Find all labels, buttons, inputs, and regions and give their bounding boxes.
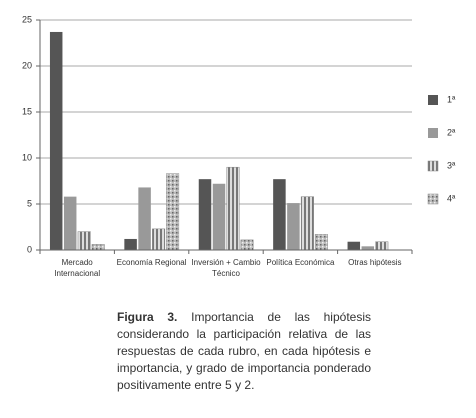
- legend-swatch: [427, 193, 439, 205]
- legend-swatch: [428, 95, 438, 105]
- bar: [77, 231, 91, 251]
- y-tick-label: 5: [27, 198, 32, 208]
- y-tick-label: 20: [22, 60, 32, 70]
- bar: [91, 244, 105, 251]
- bar: [314, 234, 328, 251]
- bar: [375, 241, 389, 251]
- bar: [124, 238, 137, 250]
- bar: [152, 228, 166, 251]
- legend-swatch: [427, 160, 439, 172]
- legend-label: 4ª: [447, 193, 456, 203]
- chart: 0 5 10 15 20 25 1ª 2ª 3ª 4ª: [22, 14, 456, 254]
- legend-label: 1ª: [447, 94, 456, 104]
- y-tick-label: 25: [22, 14, 32, 24]
- bar: [361, 246, 375, 250]
- bar: [226, 166, 240, 251]
- bar: [166, 173, 180, 251]
- bar: [212, 183, 226, 250]
- legend-swatch: [428, 128, 438, 138]
- caption-label: Figura 3.: [117, 310, 178, 324]
- bar: [49, 31, 63, 251]
- x-tick-label: Política Económica: [266, 258, 335, 267]
- bar: [138, 187, 151, 250]
- caption: Figura 3. Importancia de las hipótesis c…: [117, 309, 371, 394]
- y-tick-label: 15: [22, 106, 32, 116]
- legend-label: 3ª: [447, 160, 456, 170]
- bar: [63, 196, 77, 250]
- x-tick-label: Otras hipótesis: [348, 258, 402, 267]
- y-tick-label: 10: [22, 152, 32, 162]
- x-tick-label: Mercado Internacional: [54, 258, 101, 278]
- bar: [198, 179, 212, 250]
- bar: [300, 196, 314, 251]
- legend-label: 2ª: [447, 127, 456, 137]
- x-tick-label: Inversión + Cambio Técnico: [191, 258, 261, 278]
- x-tick-label: Economía Regional: [116, 258, 187, 267]
- bar: [273, 179, 286, 250]
- caption-text: Importancia de las hipótesis considerand…: [117, 310, 371, 392]
- bar: [240, 239, 254, 251]
- bar: [347, 241, 361, 250]
- y-tick-label: 0: [27, 244, 32, 254]
- bar: [287, 203, 300, 250]
